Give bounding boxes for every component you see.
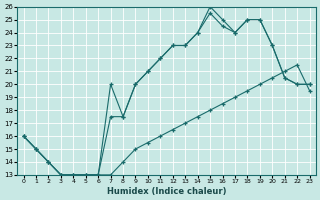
X-axis label: Humidex (Indice chaleur): Humidex (Indice chaleur) [107,187,226,196]
